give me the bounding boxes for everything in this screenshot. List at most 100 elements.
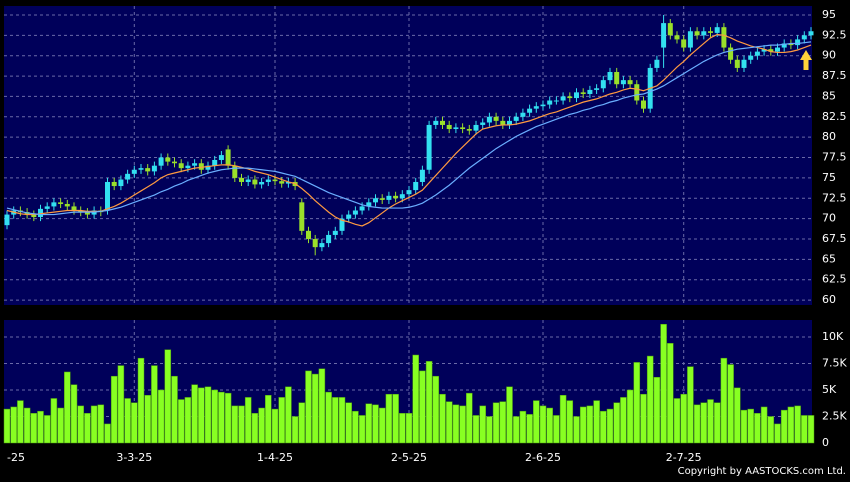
volume-bar xyxy=(734,387,741,444)
volume-bar xyxy=(432,375,440,444)
candle-body xyxy=(38,208,43,218)
volume-bar xyxy=(606,408,614,444)
volume-bar xyxy=(499,401,507,444)
candle-body xyxy=(614,71,620,85)
candle-body xyxy=(574,92,579,99)
volume-bar xyxy=(613,402,620,444)
y-tick-label: 75 xyxy=(822,171,836,184)
candle-body xyxy=(299,202,305,231)
volume-bar xyxy=(171,375,178,444)
volume-bar xyxy=(43,415,51,444)
candle-body xyxy=(754,51,760,56)
y-tick-label: 60 xyxy=(822,293,836,306)
candle-body xyxy=(252,179,258,185)
volume-bar xyxy=(559,395,567,444)
volume-bar xyxy=(97,404,105,444)
candle-body xyxy=(131,169,137,174)
candle-body xyxy=(721,27,727,48)
volume-bar xyxy=(318,368,326,444)
x-tick-label: 2-7-25 xyxy=(666,451,702,464)
y-tick-label: 70 xyxy=(822,212,836,225)
volume-bar xyxy=(740,409,748,444)
candle-body xyxy=(473,124,479,131)
volume-tick-label: 10K xyxy=(822,330,844,343)
candle-body xyxy=(172,161,177,164)
x-tick-label: -25 xyxy=(7,451,25,464)
volume-bar xyxy=(291,416,299,444)
volume-bar xyxy=(17,400,24,444)
volume-bar xyxy=(144,395,151,444)
candle-body xyxy=(178,163,184,169)
candle-body xyxy=(654,59,660,68)
candle-body xyxy=(413,181,419,191)
candle-body xyxy=(192,163,198,166)
volume-bar xyxy=(392,393,399,444)
candle-body xyxy=(279,181,285,184)
x-tick-label: 3-3-25 xyxy=(116,451,152,464)
candle-body xyxy=(527,108,533,113)
volume-bar xyxy=(110,375,118,444)
candle-body xyxy=(500,120,506,125)
volume-bar xyxy=(271,408,279,444)
candle-body xyxy=(734,59,740,68)
candle-body xyxy=(466,129,472,131)
volume-bar xyxy=(519,410,527,444)
candle-body xyxy=(306,230,311,240)
volume-bar xyxy=(687,366,694,444)
volume-bar xyxy=(533,400,540,444)
volume-bar xyxy=(305,370,312,444)
volume-bar xyxy=(23,407,31,444)
volume-bar xyxy=(794,405,801,444)
volume-bar xyxy=(633,362,641,444)
candle-body xyxy=(728,47,734,60)
candle-body xyxy=(265,179,271,182)
y-tick-label: 77.5 xyxy=(822,151,847,164)
x-tick-label: 1-4-25 xyxy=(257,451,293,464)
volume-bar xyxy=(707,399,714,444)
candle-body xyxy=(44,206,50,209)
candle-body xyxy=(212,159,218,166)
candle-body xyxy=(567,96,573,99)
candle-body xyxy=(118,179,124,187)
candle-body xyxy=(78,210,84,213)
candle-body xyxy=(634,84,640,101)
volume-bar xyxy=(244,397,252,444)
candle-body xyxy=(714,27,720,33)
x-tick-label: 2-6-25 xyxy=(525,451,561,464)
candle-body xyxy=(440,120,445,125)
candle-body xyxy=(587,89,593,94)
volume-bar xyxy=(385,393,393,444)
candle-body xyxy=(419,169,425,182)
candle-body xyxy=(145,168,151,172)
candle-body xyxy=(406,190,412,195)
volume-bar xyxy=(472,415,480,444)
candle-body xyxy=(741,59,747,68)
candle-body xyxy=(158,157,164,166)
volume-bar xyxy=(117,365,125,444)
volume-bar xyxy=(512,416,520,444)
candle-body xyxy=(352,210,358,215)
volume-bar xyxy=(539,405,547,444)
volume-bar xyxy=(151,365,158,444)
last-price-arrow xyxy=(800,50,812,70)
volume-bar xyxy=(780,409,788,444)
candle-body xyxy=(674,35,680,40)
volume-bar xyxy=(365,403,373,444)
volume-bar xyxy=(713,402,721,444)
volume-bar xyxy=(332,397,339,444)
volume-tick-label: 0 xyxy=(822,436,829,449)
candle-body xyxy=(453,127,459,130)
candle-body xyxy=(513,116,519,121)
candle-body xyxy=(138,168,144,170)
candle-body xyxy=(507,120,512,125)
volume-bar xyxy=(466,392,473,444)
candle-body xyxy=(259,181,265,185)
candle-body xyxy=(553,100,559,102)
candle-body xyxy=(319,243,325,248)
volume-bar xyxy=(204,386,212,444)
volume-bar xyxy=(700,402,708,444)
candle-body xyxy=(446,124,452,130)
volume-bar xyxy=(727,364,734,444)
volume-bar xyxy=(77,405,84,444)
